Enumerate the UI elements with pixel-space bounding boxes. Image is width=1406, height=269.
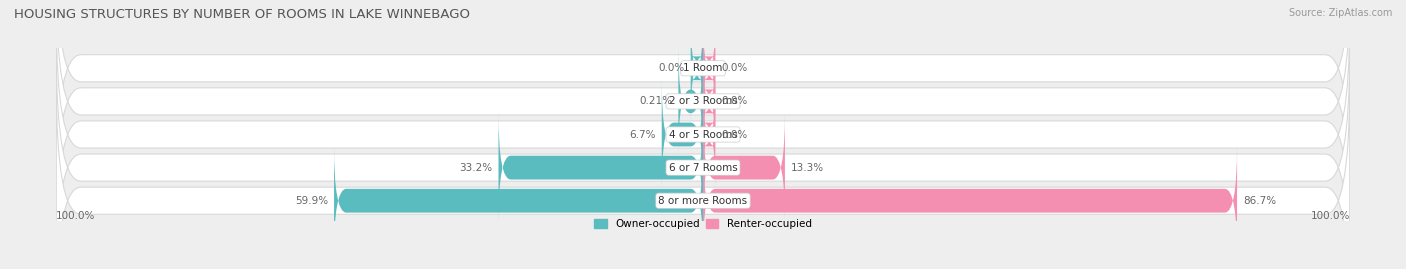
Text: 0.21%: 0.21%	[640, 96, 672, 107]
Text: 59.9%: 59.9%	[295, 196, 328, 206]
FancyBboxPatch shape	[703, 47, 716, 156]
Text: 0.0%: 0.0%	[721, 63, 748, 73]
FancyBboxPatch shape	[703, 80, 716, 189]
Text: 33.2%: 33.2%	[460, 162, 492, 173]
Text: 6 or 7 Rooms: 6 or 7 Rooms	[669, 162, 737, 173]
Text: Source: ZipAtlas.com: Source: ZipAtlas.com	[1288, 8, 1392, 18]
Text: HOUSING STRUCTURES BY NUMBER OF ROOMS IN LAKE WINNEBAGO: HOUSING STRUCTURES BY NUMBER OF ROOMS IN…	[14, 8, 470, 21]
Text: 13.3%: 13.3%	[792, 162, 824, 173]
Text: 86.7%: 86.7%	[1243, 196, 1277, 206]
FancyBboxPatch shape	[56, 82, 1350, 269]
FancyBboxPatch shape	[499, 113, 703, 222]
Text: 0.0%: 0.0%	[721, 96, 748, 107]
FancyBboxPatch shape	[703, 146, 1237, 255]
FancyBboxPatch shape	[56, 0, 1350, 187]
FancyBboxPatch shape	[56, 16, 1350, 253]
FancyBboxPatch shape	[678, 47, 703, 156]
FancyBboxPatch shape	[335, 146, 703, 255]
FancyBboxPatch shape	[56, 49, 1350, 269]
FancyBboxPatch shape	[703, 14, 716, 123]
Text: 100.0%: 100.0%	[1310, 211, 1350, 221]
Text: 1 Room: 1 Room	[683, 63, 723, 73]
Text: 0.0%: 0.0%	[721, 129, 748, 140]
FancyBboxPatch shape	[662, 80, 703, 189]
Text: 100.0%: 100.0%	[56, 211, 96, 221]
Legend: Owner-occupied, Renter-occupied: Owner-occupied, Renter-occupied	[595, 219, 811, 229]
Text: 8 or more Rooms: 8 or more Rooms	[658, 196, 748, 206]
FancyBboxPatch shape	[703, 113, 785, 222]
FancyBboxPatch shape	[56, 0, 1350, 220]
Text: 0.0%: 0.0%	[658, 63, 685, 73]
Text: 2 or 3 Rooms: 2 or 3 Rooms	[669, 96, 737, 107]
FancyBboxPatch shape	[690, 14, 703, 123]
Text: 6.7%: 6.7%	[628, 129, 655, 140]
Text: 4 or 5 Rooms: 4 or 5 Rooms	[669, 129, 737, 140]
